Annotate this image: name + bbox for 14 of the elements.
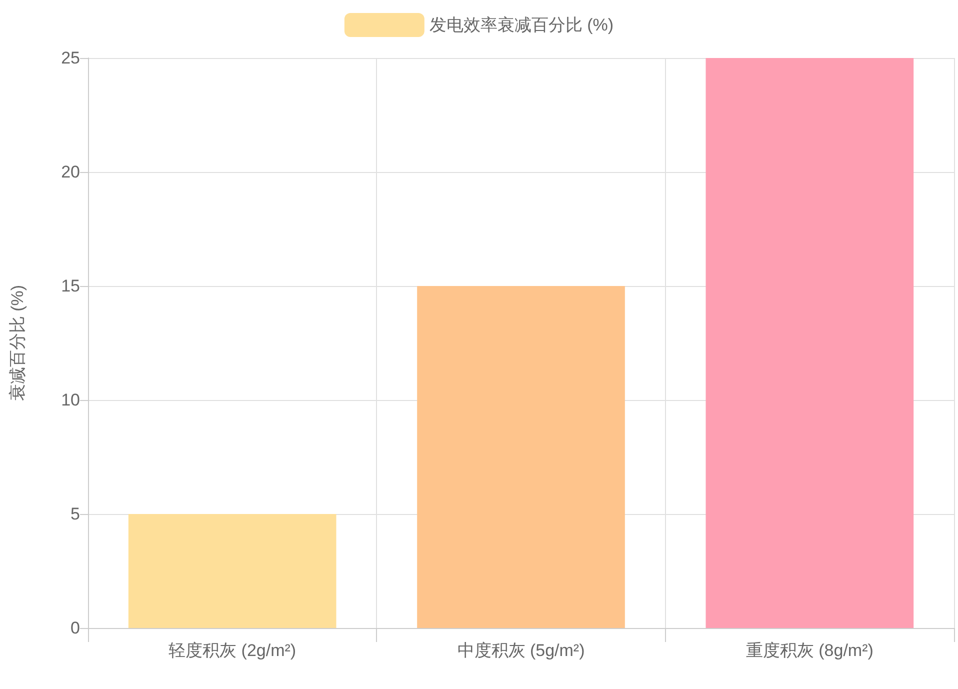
bar [128,514,336,628]
y-tick-label: 5 [70,504,80,524]
bar [706,58,914,628]
x-tick-label: 轻度积灰 (2g/m²) [168,641,296,660]
y-tick-label: 0 [70,618,80,638]
bar [417,286,625,628]
y-tick-label: 15 [61,276,80,296]
y-axis-title: 衰减百分比 (%) [8,284,27,402]
y-tick-label: 20 [61,162,80,182]
y-tick-label: 25 [61,48,80,68]
x-tick-label: 重度积灰 (8g/m²) [746,641,874,660]
y-tick-label: 10 [61,390,80,410]
legend-label: 发电效率衰减百分比 (%) [429,16,614,34]
x-tick-label: 中度积灰 (5g/m²) [457,641,585,660]
